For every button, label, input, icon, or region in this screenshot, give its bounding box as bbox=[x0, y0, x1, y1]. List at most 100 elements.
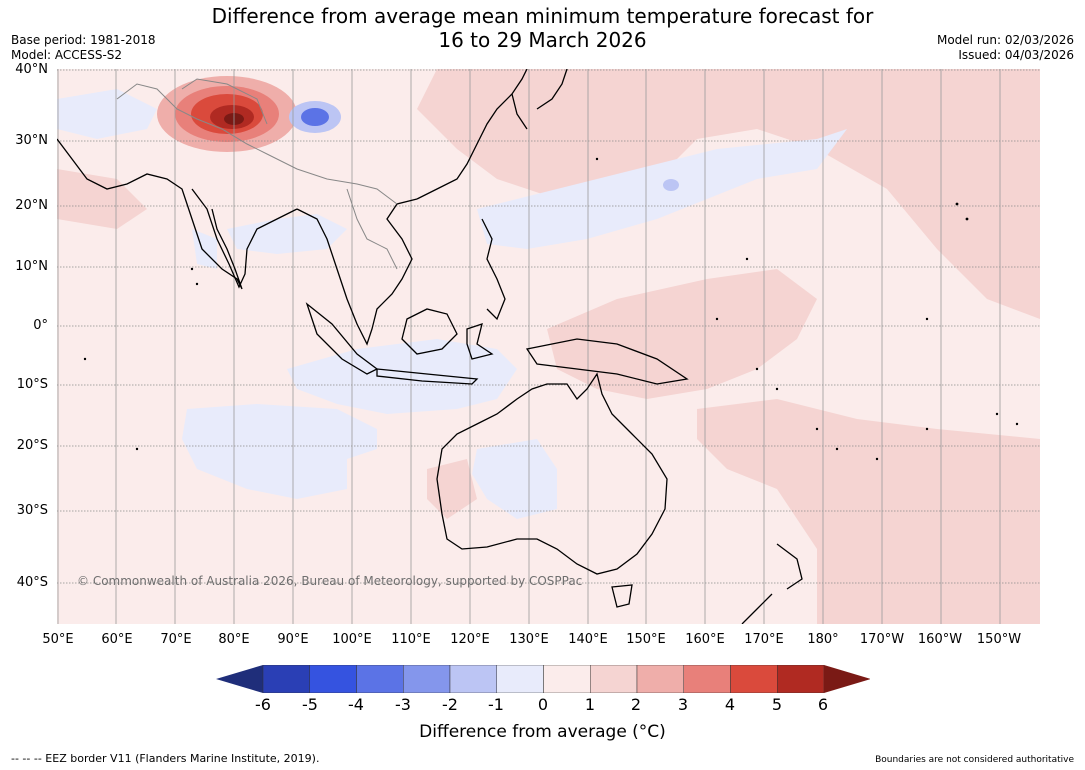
anomaly-coldspot-small bbox=[663, 179, 679, 191]
coast-sulawesi bbox=[466, 323, 494, 360]
base-period: Base period: 1981-2018 bbox=[11, 33, 156, 47]
lat-label-40s: 40°S bbox=[16, 575, 48, 590]
anomaly-cool-north-west bbox=[57, 89, 157, 139]
colorbar-segment bbox=[590, 665, 638, 693]
colorbar-tick: -6 bbox=[255, 695, 271, 714]
boundary-note: Boundaries are not considered authoritat… bbox=[875, 755, 1074, 765]
country-borders bbox=[116, 78, 398, 270]
lon-label-180: 180° bbox=[807, 632, 839, 647]
anomaly-cool-bay-of-bengal bbox=[227, 214, 347, 254]
colorbar-segments bbox=[216, 665, 870, 693]
meridians bbox=[57, 69, 1001, 624]
lon-label-50e: 50°E bbox=[42, 632, 74, 647]
anomaly-warm-west-australia bbox=[427, 459, 477, 519]
anomaly-warm-south-pacific bbox=[697, 399, 1040, 624]
colorbar-tick: 5 bbox=[771, 695, 783, 714]
coast-australia bbox=[436, 372, 668, 575]
coast-java bbox=[376, 368, 479, 385]
colorbar-segment bbox=[449, 665, 497, 693]
coast-tasmania bbox=[611, 584, 633, 608]
map-area[interactable] bbox=[57, 69, 1040, 624]
anomaly-coldspot-inner bbox=[301, 108, 329, 126]
coastlines bbox=[57, 69, 803, 624]
coast-africa-arabia bbox=[57, 138, 243, 290]
anomaly-cool-north-pacific bbox=[477, 129, 847, 249]
model-name: Model: ACCESS-S2 bbox=[11, 48, 123, 62]
lon-label-170w: 170°W bbox=[859, 632, 905, 647]
colorbar-segment bbox=[496, 665, 544, 693]
lon-label-120e: 120°E bbox=[450, 632, 490, 647]
coast-southeast-asia bbox=[296, 198, 418, 346]
lon-label-160e: 160°E bbox=[685, 632, 725, 647]
title-line-1: Difference from average mean minimum tem… bbox=[211, 4, 874, 28]
lat-label-20s: 20°S bbox=[16, 438, 48, 453]
model-info: Base period: 1981-2018 Model: ACCESS-S2 bbox=[11, 33, 156, 63]
colorbar-segment bbox=[262, 665, 310, 693]
colorbar-segment bbox=[683, 665, 731, 693]
colorbar-tick: 1 bbox=[584, 695, 596, 714]
lon-label-90e: 90°E bbox=[277, 632, 309, 647]
islands bbox=[83, 157, 1019, 461]
lat-label-10s: 10°S bbox=[16, 377, 48, 392]
colorbar-segment bbox=[543, 665, 591, 693]
anomaly-warm-tropical-pacific bbox=[547, 269, 817, 399]
colorbar-tick: -3 bbox=[395, 695, 411, 714]
coast-borneo bbox=[401, 308, 458, 355]
anomaly-warm-north-pacific bbox=[417, 69, 1040, 319]
lon-label-170e: 170°E bbox=[744, 632, 784, 647]
lon-label-150w: 150°W bbox=[976, 632, 1022, 647]
coast-philippines bbox=[481, 218, 506, 321]
lat-label-0: 0° bbox=[33, 318, 48, 333]
lon-label-160w: 160°W bbox=[917, 632, 963, 647]
colorbar-tick: 4 bbox=[724, 695, 736, 714]
colorbar-tick: -2 bbox=[442, 695, 458, 714]
lat-label-30s: 30°S bbox=[16, 503, 48, 518]
coast-new-zealand bbox=[741, 543, 803, 624]
map-title: Difference from average mean minimum tem… bbox=[0, 4, 1085, 52]
colorbar-tick: 2 bbox=[630, 695, 642, 714]
lon-label-130e: 130°E bbox=[509, 632, 549, 647]
lon-label-100e: 100°E bbox=[332, 632, 372, 647]
coast-sumatra bbox=[305, 302, 379, 375]
colorbar bbox=[216, 665, 870, 693]
lat-label-20n: 20°N bbox=[15, 198, 48, 213]
lon-label-80e: 80°E bbox=[218, 632, 250, 647]
colorbar-segment bbox=[777, 665, 825, 693]
anomaly-cool-central-australia bbox=[472, 439, 557, 519]
coast-india bbox=[191, 188, 298, 289]
anomaly-cool-indian-ocean bbox=[287, 339, 517, 414]
issued-date: Issued: 04/03/2026 bbox=[958, 48, 1074, 62]
colorbar-arrow-low bbox=[216, 665, 263, 693]
coast-new-guinea bbox=[525, 338, 689, 385]
colorbar-tick: 3 bbox=[677, 695, 689, 714]
eez-legend: -- -- -- EEZ border V11 (Flanders Marine… bbox=[11, 752, 320, 765]
colorbar-tick: 0 bbox=[537, 695, 549, 714]
lat-label-30n: 30°N bbox=[15, 133, 48, 148]
colorbar-arrow-high bbox=[824, 665, 870, 693]
anomaly-warm-north-africa bbox=[57, 169, 147, 229]
colorbar-title: Difference from average (°C) bbox=[419, 722, 666, 742]
graticule bbox=[57, 69, 1040, 584]
lon-label-140e: 140°E bbox=[568, 632, 608, 647]
colorbar-segment bbox=[309, 665, 357, 693]
model-run: Model run: 02/03/2026 bbox=[936, 33, 1074, 47]
lat-label-10n: 10°N bbox=[15, 259, 48, 274]
colorbar-tick: -5 bbox=[302, 695, 318, 714]
anomaly-cool-south-indian bbox=[182, 404, 377, 499]
colorbar-segment bbox=[636, 665, 684, 693]
copyright-notice: © Commonwealth of Australia 2026, Bureau… bbox=[77, 574, 583, 588]
colorbar-segment bbox=[403, 665, 451, 693]
title-line-2: 16 to 29 March 2026 bbox=[438, 28, 647, 52]
colorbar-tick: -1 bbox=[488, 695, 504, 714]
coast-korea-japan bbox=[511, 69, 568, 130]
lon-label-60e: 60°E bbox=[101, 632, 133, 647]
anomaly-map bbox=[57, 69, 1040, 624]
lon-label-70e: 70°E bbox=[160, 632, 192, 647]
lon-label-110e: 110°E bbox=[391, 632, 431, 647]
coast-china bbox=[416, 69, 528, 200]
colorbar-tick: -4 bbox=[348, 695, 364, 714]
lon-label-150e: 150°E bbox=[626, 632, 666, 647]
colorbar-segment bbox=[356, 665, 404, 693]
run-info: Model run: 02/03/2026 Issued: 04/03/2026 bbox=[937, 33, 1074, 63]
lat-label-40n: 40°N bbox=[15, 62, 48, 77]
